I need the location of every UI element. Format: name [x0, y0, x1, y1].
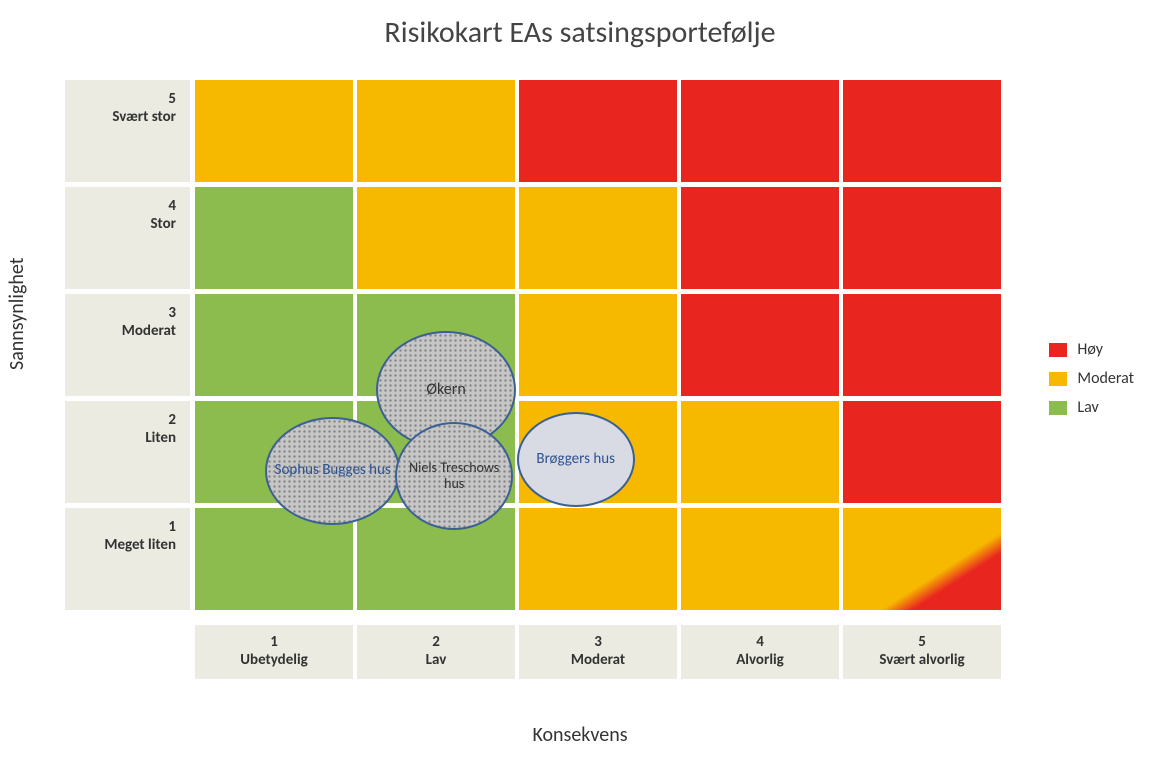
x-axis-label-number: 1: [199, 633, 349, 651]
y-axis-label: 5Svært stor: [65, 80, 195, 187]
x-axis-label: 2Lav: [357, 625, 519, 679]
xlabel-spacer: [65, 625, 195, 679]
y-axis-label-number: 1: [168, 518, 176, 536]
risk-cell: [519, 401, 681, 508]
legend-item: Lav: [1049, 398, 1134, 417]
x-axis-label-number: 2: [361, 633, 511, 651]
legend-item: Moderat: [1049, 369, 1134, 388]
risk-cell: [519, 508, 681, 615]
grid-row: 1Meget liten: [65, 508, 1005, 615]
legend-swatch: [1049, 401, 1067, 415]
x-axis-label-text: Moderat: [523, 651, 673, 669]
x-axis-labels: 1Ubetydelig2Lav3Moderat4Alvorlig5Svært a…: [65, 625, 1005, 679]
y-axis-label-text: Svært stor: [112, 108, 176, 126]
risk-cell: [357, 187, 519, 294]
legend-swatch: [1049, 372, 1067, 386]
x-axis-label-text: Ubetydelig: [199, 651, 349, 669]
risk-cell: [843, 294, 1005, 401]
legend-item: Høy: [1049, 340, 1134, 359]
y-axis-label-number: 4: [168, 197, 176, 215]
risk-cell: [195, 294, 357, 401]
y-axis-label-number: 2: [168, 411, 176, 429]
y-axis-label: 2Liten: [65, 401, 195, 508]
legend-label: Lav: [1077, 398, 1098, 417]
y-axis-label: 3Moderat: [65, 294, 195, 401]
risk-cell: [519, 187, 681, 294]
risk-cell: [843, 508, 1005, 615]
risk-cell: [681, 294, 843, 401]
grid-row: 3Moderat: [65, 294, 1005, 401]
legend-swatch: [1049, 343, 1067, 357]
risk-cell: [843, 187, 1005, 294]
risk-cell: [357, 401, 519, 508]
grid-row: 5Svært stor: [65, 80, 1005, 187]
y-axis-label: 1Meget liten: [65, 508, 195, 615]
risk-cell: [195, 508, 357, 615]
x-axis-label-number: 5: [847, 633, 997, 651]
legend: Høy Moderat Lav: [1049, 340, 1134, 427]
y-axis-title: Sannsynlighet: [5, 258, 29, 370]
risk-cell: [195, 80, 357, 187]
risk-cell: [195, 187, 357, 294]
x-axis-label-text: Alvorlig: [685, 651, 835, 669]
y-axis-label-number: 5: [168, 90, 176, 108]
risk-cell: [843, 80, 1005, 187]
x-axis-label-text: Lav: [361, 651, 511, 669]
y-axis-label: 4Stor: [65, 187, 195, 294]
risk-matrix-chart: Risikokart EAs satsingsportefølje Sannsy…: [0, 0, 1160, 761]
x-axis-label: 5Svært alvorlig: [843, 625, 1005, 679]
x-axis-label: 3Moderat: [519, 625, 681, 679]
risk-cell: [681, 80, 843, 187]
chart-title: Risikokart EAs satsingsportefølje: [0, 14, 1160, 51]
y-axis-label-text: Meget liten: [104, 536, 176, 554]
y-axis-label-text: Liten: [145, 429, 176, 447]
x-axis-label-text: Svært alvorlig: [847, 651, 997, 669]
risk-cell-diagonal-accent: [843, 508, 1001, 610]
x-axis-label-number: 3: [523, 633, 673, 651]
legend-label: Høy: [1077, 340, 1103, 359]
risk-cell: [357, 508, 519, 615]
risk-cell: [681, 508, 843, 615]
y-axis-label-number: 3: [168, 304, 176, 322]
y-axis-label-text: Moderat: [122, 322, 176, 340]
risk-cell: [357, 80, 519, 187]
x-axis-label: 4Alvorlig: [681, 625, 843, 679]
risk-cell: [357, 294, 519, 401]
risk-cell: [843, 401, 1005, 508]
grid-row: 2Liten: [65, 401, 1005, 508]
risk-cell: [681, 401, 843, 508]
x-axis-title: Konsekvens: [0, 723, 1160, 747]
legend-label: Moderat: [1077, 369, 1134, 388]
risk-cell: [195, 401, 357, 508]
risk-cell: [519, 80, 681, 187]
y-axis-label-text: Stor: [150, 215, 176, 233]
x-axis-label: 1Ubetydelig: [195, 625, 357, 679]
risk-grid: 5Svært stor4Stor3Moderat2Liten1Meget lit…: [65, 80, 1005, 615]
risk-cell: [681, 187, 843, 294]
grid-row: 4Stor: [65, 187, 1005, 294]
x-axis-label-number: 4: [685, 633, 835, 651]
risk-cell: [519, 294, 681, 401]
